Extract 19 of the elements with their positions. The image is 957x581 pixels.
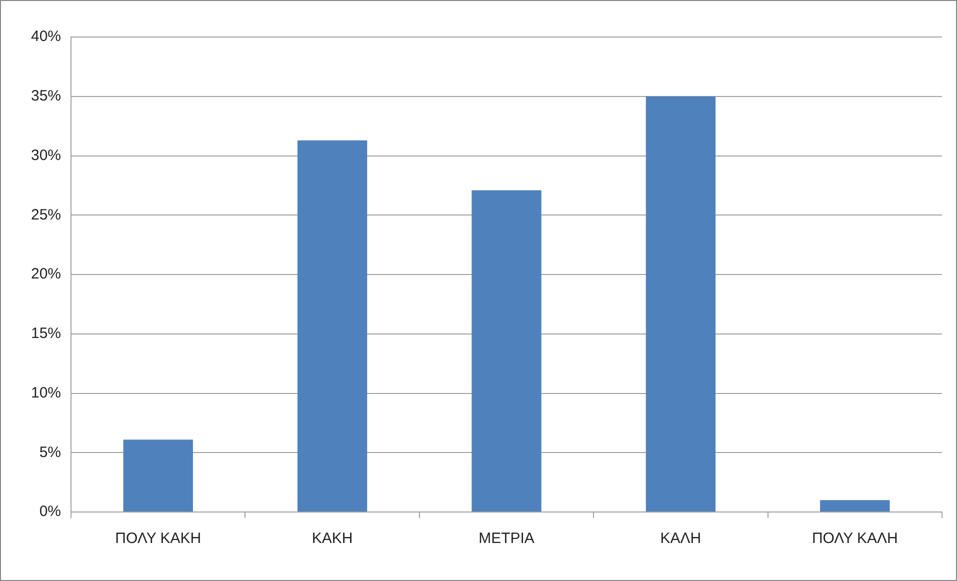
x-tick-label: ΚΑΚΗ bbox=[312, 530, 353, 548]
y-tick-label: 25% bbox=[30, 206, 62, 224]
bar bbox=[646, 96, 716, 512]
x-tick-label: ΜΕΤΡΙΑ bbox=[478, 530, 534, 548]
x-tick-label: ΚΑΛΗ bbox=[660, 530, 702, 548]
bar bbox=[297, 140, 368, 512]
y-tick-label: 0% bbox=[39, 503, 62, 520]
bar bbox=[123, 440, 193, 512]
x-tick-label: ΠΟΛΥ ΚΑΛΗ bbox=[812, 530, 898, 548]
y-tick-label: 30% bbox=[30, 146, 62, 164]
bar bbox=[472, 190, 542, 512]
y-tick-label: 10% bbox=[30, 384, 62, 402]
y-tick-label: 35% bbox=[30, 88, 62, 105]
y-tick-label: 20% bbox=[30, 266, 62, 283]
y-tick-label: 15% bbox=[30, 325, 62, 342]
x-tick-label: ΠΟΛΥ ΚΑΚΗ bbox=[115, 530, 202, 548]
bar bbox=[820, 500, 890, 512]
y-tick-label: 40% bbox=[30, 28, 62, 46]
y-tick-label: 5% bbox=[39, 444, 62, 461]
